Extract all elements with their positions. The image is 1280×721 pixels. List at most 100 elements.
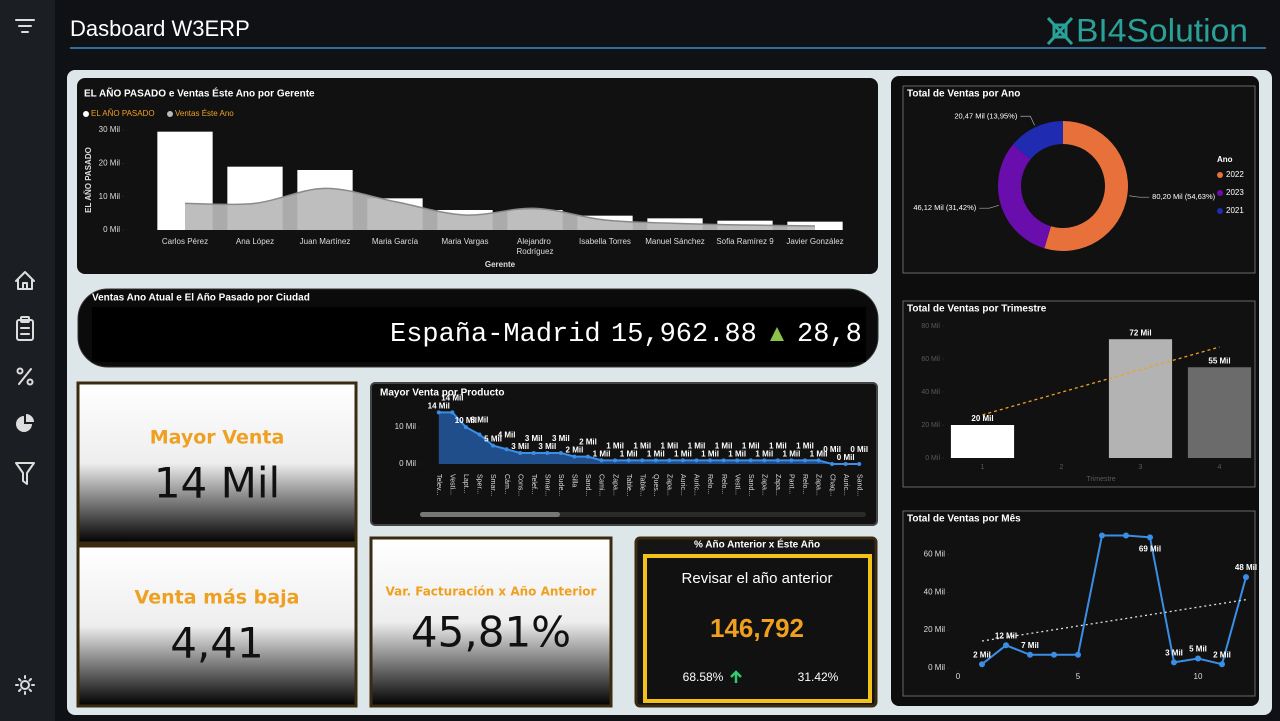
y-tick-label: 10 Mil <box>395 422 417 431</box>
percent-icon[interactable] <box>16 367 34 386</box>
data-label: 1 Mil <box>674 449 692 458</box>
donut-slice <box>1044 120 1129 252</box>
card <box>370 382 878 526</box>
x-tick-label: Sude... <box>557 474 564 496</box>
point <box>1051 651 1057 658</box>
home-icon[interactable] <box>15 271 35 290</box>
point <box>1075 651 1081 658</box>
ticker-title: Ventas Ano Atual e El Año Pasado por Ciu… <box>92 293 310 304</box>
x-tick-label: Chaq... <box>828 474 835 497</box>
legend-label: Ventas Éste Ano <box>175 109 234 118</box>
x-tick-label: Auric... <box>693 474 700 496</box>
area-fill <box>185 188 815 230</box>
comparison-frame <box>643 554 872 703</box>
x-tick-label: Sper... <box>476 474 483 494</box>
x-tick-label: Cons... <box>516 474 523 496</box>
icon-wedge <box>26 414 34 422</box>
point <box>491 443 496 448</box>
kpi-title: Mayor Venta <box>150 427 285 449</box>
bar <box>1187 367 1252 458</box>
y-tick-label: 60 Mil <box>921 356 940 363</box>
icon-sun <box>20 680 30 690</box>
comparison-current: 31.42% <box>798 670 839 684</box>
legend-label: EL AÑO PASADO <box>91 109 155 118</box>
data-label: 5 Mil <box>484 435 502 444</box>
y-tick-label: 10 Mil <box>99 192 121 201</box>
point <box>518 450 523 455</box>
bar <box>1108 339 1173 458</box>
data-label: 80,20 Mil (54,63%) <box>1152 192 1215 201</box>
y-tick-label: 40 Mil <box>921 389 940 396</box>
donut-slice <box>1013 121 1063 160</box>
logo-mark <box>1046 16 1074 46</box>
pie-icon[interactable] <box>16 414 34 432</box>
icon-wedge <box>16 416 32 432</box>
point <box>477 432 482 437</box>
ticker-text: España-Madrid 15,962.88 28,8 <box>390 320 862 350</box>
legend-marker <box>83 111 89 117</box>
data-label: 1 Mil <box>647 449 665 458</box>
kpi-card <box>369 536 613 708</box>
x-tick-label: Smar... <box>543 474 550 496</box>
label-line: Rodríguez <box>517 247 554 256</box>
x-tick-label: Maria García <box>372 237 419 246</box>
logo-cross <box>1046 16 1074 46</box>
x-tick-label: 3 <box>1139 464 1143 471</box>
x-tick-label: 5 <box>1076 672 1081 681</box>
data-label: 2 Mil <box>973 650 991 659</box>
data-label: 1 Mil <box>742 441 760 450</box>
x-tick-label: Maria Vargas <box>442 237 489 246</box>
point <box>450 410 455 415</box>
point <box>979 661 985 668</box>
point <box>843 462 848 466</box>
menu-icon[interactable] <box>15 19 35 33</box>
x-tick-label: Table... <box>625 474 632 497</box>
chart-title: Total de Ventas por Trimestre <box>907 304 1047 315</box>
kpi-title: Venta más baja <box>135 587 300 609</box>
data-label: 2 Mil <box>579 438 597 447</box>
point <box>802 458 807 463</box>
point <box>463 425 468 430</box>
point <box>748 458 753 463</box>
x-tick-label: Carlos Pérez <box>162 237 208 246</box>
x-tick-label: Zapa... <box>815 474 822 496</box>
point <box>708 458 713 463</box>
data-label: 1 Mil <box>728 449 746 458</box>
point <box>613 458 618 463</box>
leader-line <box>1129 195 1150 198</box>
data-label: 20,47 Mil (13,95%) <box>954 111 1017 120</box>
legend-marker <box>1217 190 1223 196</box>
data-label: 20 Mil <box>971 414 993 423</box>
point <box>585 454 590 459</box>
kpi-value: 14 Mil <box>154 459 280 508</box>
ticker-change: 28,8 <box>797 320 862 350</box>
x-tick-label: Table... <box>638 474 645 497</box>
point <box>1123 532 1129 539</box>
legend-title: Ano <box>1217 155 1233 164</box>
point <box>762 458 767 463</box>
data-label: 3 Mil <box>538 442 556 451</box>
x-axis-label: Trimestre <box>1086 476 1115 483</box>
theme-icon[interactable] <box>15 675 35 695</box>
point <box>436 410 441 415</box>
leader-line <box>979 204 999 209</box>
x-tick-label: Alejandro Rodríguez <box>517 237 554 256</box>
point <box>857 462 862 466</box>
point <box>694 458 699 463</box>
icon-dot <box>16 367 24 375</box>
data-label: 1 Mil <box>715 441 733 450</box>
y-tick-label: 0 Mil <box>103 225 120 234</box>
y-tick-label: 20 Mil <box>921 422 940 429</box>
filter-icon[interactable] <box>15 462 35 485</box>
up-triangle <box>770 327 784 341</box>
data-label: 0 Mil <box>837 453 855 462</box>
kpi-title: Var. Facturación x Año Anterior <box>386 585 597 599</box>
report-icon[interactable] <box>16 316 34 341</box>
ticker-city: España-Madrid <box>390 320 601 350</box>
point <box>558 450 563 455</box>
logo: BI4Solution <box>1076 12 1248 48</box>
x-tick-label: Telev... <box>435 474 442 496</box>
data-label: 48 Mil <box>1235 563 1257 572</box>
trend-line <box>982 346 1220 416</box>
